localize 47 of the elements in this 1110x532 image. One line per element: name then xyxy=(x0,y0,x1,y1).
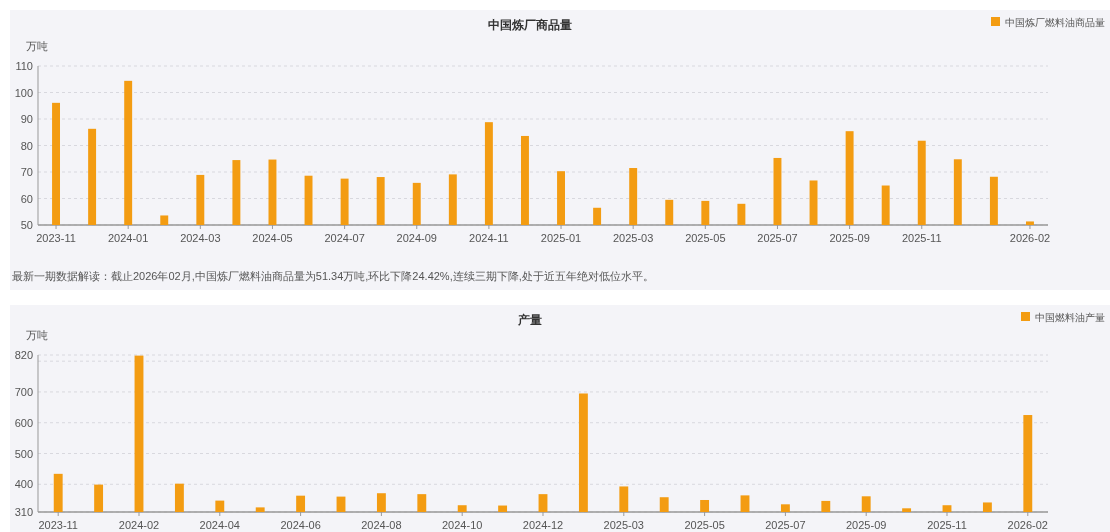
y-tick-label: 70 xyxy=(20,166,33,178)
y-axis-title: 万吨 xyxy=(26,40,48,52)
x-tick-label: 2025-01 xyxy=(540,232,582,244)
x-tick-label: 2023-11 xyxy=(36,232,76,244)
y-tick-label: 310 xyxy=(14,506,33,518)
x-tick-label: 2025-05 xyxy=(684,519,725,531)
legend-label: 中国炼厂燃料油商品量 xyxy=(1005,17,1105,28)
legend-label: 中国燃料油产量 xyxy=(1035,312,1105,323)
x-tick-label: 2025-03 xyxy=(603,519,644,531)
x-tick-label: 2024-06 xyxy=(280,519,321,531)
x-tick-label: 2025-07 xyxy=(765,519,806,531)
x-tick-label: 2024-09 xyxy=(396,232,437,244)
y-tick-label: 700 xyxy=(14,385,33,398)
x-tick-label: 2025-09 xyxy=(829,232,870,244)
y-tick-label: 400 xyxy=(14,478,33,491)
y-tick-label: 820 xyxy=(14,349,33,361)
x-tick-label: 2024-07 xyxy=(324,232,365,244)
y-tick-label: 50 xyxy=(20,219,33,231)
text: 最新一期数据解读：截止2026年02月,中国炼厂燃料油商品量为51.34万吨,环比下降24.42%,连续三期下降,处于近五年绝对低位水平。 xyxy=(12,270,654,282)
x-tick-label: 2024-05 xyxy=(252,232,293,244)
x-tick-label: 2025-03 xyxy=(612,232,654,244)
x-tick-label: 2024-04 xyxy=(199,519,240,531)
x-tick-label: 2024-10 xyxy=(442,519,483,531)
y-tick-label: 600 xyxy=(14,416,33,429)
x-tick-label: 2025-11 xyxy=(901,232,942,244)
y-tick-label: 60 xyxy=(20,192,33,205)
x-tick-label: 2024-08 xyxy=(361,519,402,531)
x-tick-label: 2024-03 xyxy=(180,232,221,244)
y-tick-label: 80 xyxy=(20,139,33,152)
x-tick-label: 2024-11 xyxy=(469,232,509,244)
x-tick-label: 2026-02 xyxy=(1009,232,1051,244)
x-tick-label: 2023-11 xyxy=(38,519,78,531)
y-tick-label: 100 xyxy=(14,86,33,99)
chart-title: 产量 xyxy=(517,313,542,327)
x-tick-label: 2025-07 xyxy=(757,232,798,244)
y-axis-title: 万吨 xyxy=(26,329,48,341)
x-tick-label: 2025-09 xyxy=(846,519,887,531)
y-tick-label: 500 xyxy=(14,447,33,460)
chart-title: 中国炼厂商品量 xyxy=(488,18,572,32)
x-tick-label: 2025-11 xyxy=(927,519,967,531)
y-tick-label: 90 xyxy=(20,113,33,125)
x-tick-label: 2026-02 xyxy=(1007,519,1048,531)
x-tick-label: 2024-12 xyxy=(522,519,564,531)
x-tick-label: 2024-01 xyxy=(107,232,149,244)
y-tick-label: 110 xyxy=(15,60,33,72)
x-tick-label: 2025-05 xyxy=(685,232,726,244)
x-tick-label: 2024-02 xyxy=(118,519,160,531)
